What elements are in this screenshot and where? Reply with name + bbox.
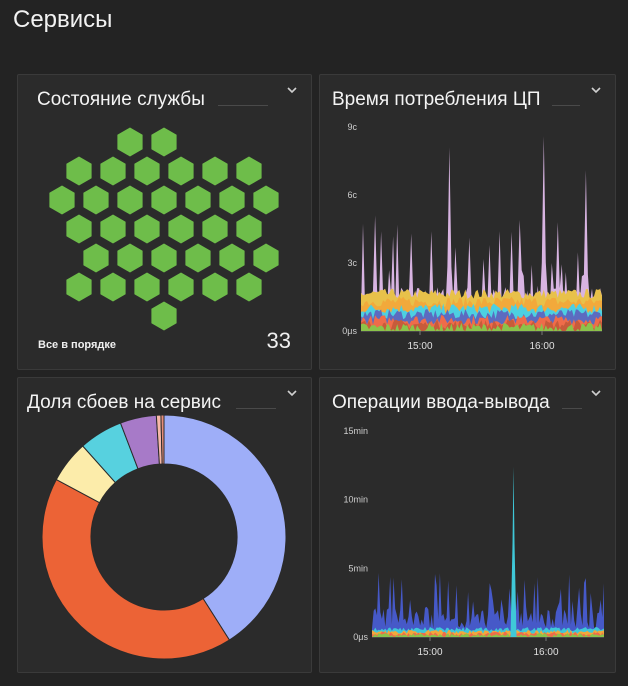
chevron-down-icon[interactable] bbox=[590, 85, 602, 95]
title-divider bbox=[236, 408, 276, 409]
service-hexagon[interactable] bbox=[219, 243, 245, 273]
chevron-down-icon[interactable] bbox=[286, 85, 298, 95]
service-hexagon[interactable] bbox=[168, 272, 194, 302]
cpu-time-chart: 0μs 3c 6c 9c 15:00 16:00 bbox=[342, 122, 602, 352]
title-divider bbox=[218, 105, 268, 106]
donut-slice[interactable] bbox=[163, 414, 287, 641]
cpu-time-title: Время потребления ЦП bbox=[332, 89, 541, 110]
service-hexagon[interactable] bbox=[100, 156, 126, 186]
service-hexagon[interactable] bbox=[168, 214, 194, 244]
service-hexagon[interactable] bbox=[134, 156, 160, 186]
y-tick-label: 15min bbox=[343, 426, 368, 436]
service-hexagon[interactable] bbox=[202, 272, 228, 302]
service-hexagon[interactable] bbox=[168, 156, 194, 186]
title-divider bbox=[562, 408, 582, 409]
chevron-down-icon[interactable] bbox=[286, 388, 298, 398]
health-status-text: Все в порядке bbox=[38, 339, 117, 351]
cpu-series-area bbox=[361, 322, 602, 331]
service-hexagon[interactable] bbox=[66, 272, 92, 302]
service-hexagon[interactable] bbox=[185, 243, 211, 273]
service-hexagon[interactable] bbox=[202, 156, 228, 186]
service-hexagon[interactable] bbox=[151, 127, 177, 157]
hexagon-grid bbox=[49, 127, 279, 331]
io-operations-card: Операции ввода-вывода 0μs 5min 10min 15min 1… bbox=[319, 377, 616, 673]
service-hexagon[interactable] bbox=[151, 243, 177, 273]
donut-slice[interactable] bbox=[160, 414, 165, 465]
chevron-down-icon[interactable] bbox=[590, 388, 602, 398]
x-tick-label: 15:00 bbox=[407, 341, 432, 352]
service-hexagon[interactable] bbox=[117, 185, 143, 215]
io-series-area bbox=[372, 633, 604, 637]
io-operations-title: Операции ввода-вывода bbox=[332, 392, 550, 413]
service-hexagon[interactable] bbox=[100, 214, 126, 244]
service-hexagon[interactable] bbox=[151, 185, 177, 215]
donut-slice[interactable] bbox=[41, 478, 231, 660]
service-hexagon[interactable] bbox=[185, 185, 211, 215]
service-hexagon[interactable] bbox=[83, 243, 109, 273]
x-tick-label: 16:00 bbox=[529, 341, 554, 352]
cpu-spike-series bbox=[361, 136, 602, 331]
y-tick-label: 5min bbox=[348, 563, 368, 573]
title-divider bbox=[552, 105, 580, 106]
service-hexagon[interactable] bbox=[66, 156, 92, 186]
service-hexagon[interactable] bbox=[219, 185, 245, 215]
x-tick-label: 15:00 bbox=[417, 647, 442, 658]
y-tick-label: 9c bbox=[347, 122, 357, 132]
service-hexagon[interactable] bbox=[253, 185, 279, 215]
io-operations-chart: 0μs 5min 10min 15min 15:00 16:00 bbox=[343, 426, 604, 658]
service-hexagon[interactable] bbox=[253, 243, 279, 273]
y-tick-label: 0μs bbox=[353, 632, 368, 642]
x-tick-label: 16:00 bbox=[533, 647, 558, 658]
y-tick-label: 3c bbox=[347, 258, 357, 268]
failure-share-title: Доля сбоев на сервис bbox=[27, 392, 221, 413]
service-hexagon[interactable] bbox=[100, 272, 126, 302]
page-title: Сервисы bbox=[13, 6, 113, 33]
service-health-title: Состояние службы bbox=[37, 89, 205, 110]
service-hexagon[interactable] bbox=[236, 214, 262, 244]
service-hexagon[interactable] bbox=[66, 214, 92, 244]
failure-share-donut bbox=[41, 414, 287, 660]
failure-share-card: Доля сбоев на сервис bbox=[17, 377, 312, 673]
service-hexagon[interactable] bbox=[202, 214, 228, 244]
service-hexagon[interactable] bbox=[236, 156, 262, 186]
service-count: 33 bbox=[266, 328, 291, 353]
service-hexagon[interactable] bbox=[236, 272, 262, 302]
service-hexagon[interactable] bbox=[134, 272, 160, 302]
service-hexagon[interactable] bbox=[134, 214, 160, 244]
service-hexagon[interactable] bbox=[117, 127, 143, 157]
cpu-time-card: Время потребления ЦП 0μs 3c 6c 9c 15:00 16:00 bbox=[319, 74, 616, 370]
y-tick-label: 0μs bbox=[342, 326, 357, 336]
service-hexagon[interactable] bbox=[117, 243, 143, 273]
service-hexagon[interactable] bbox=[151, 301, 177, 331]
service-health-card: Состояние службы Все в порядке 33 bbox=[17, 74, 312, 370]
service-hexagon[interactable] bbox=[49, 185, 75, 215]
io-spike bbox=[510, 466, 517, 637]
y-tick-label: 10min bbox=[343, 495, 368, 505]
io-main-series bbox=[372, 572, 604, 637]
y-tick-label: 6c bbox=[347, 190, 357, 200]
service-hexagon[interactable] bbox=[83, 185, 109, 215]
